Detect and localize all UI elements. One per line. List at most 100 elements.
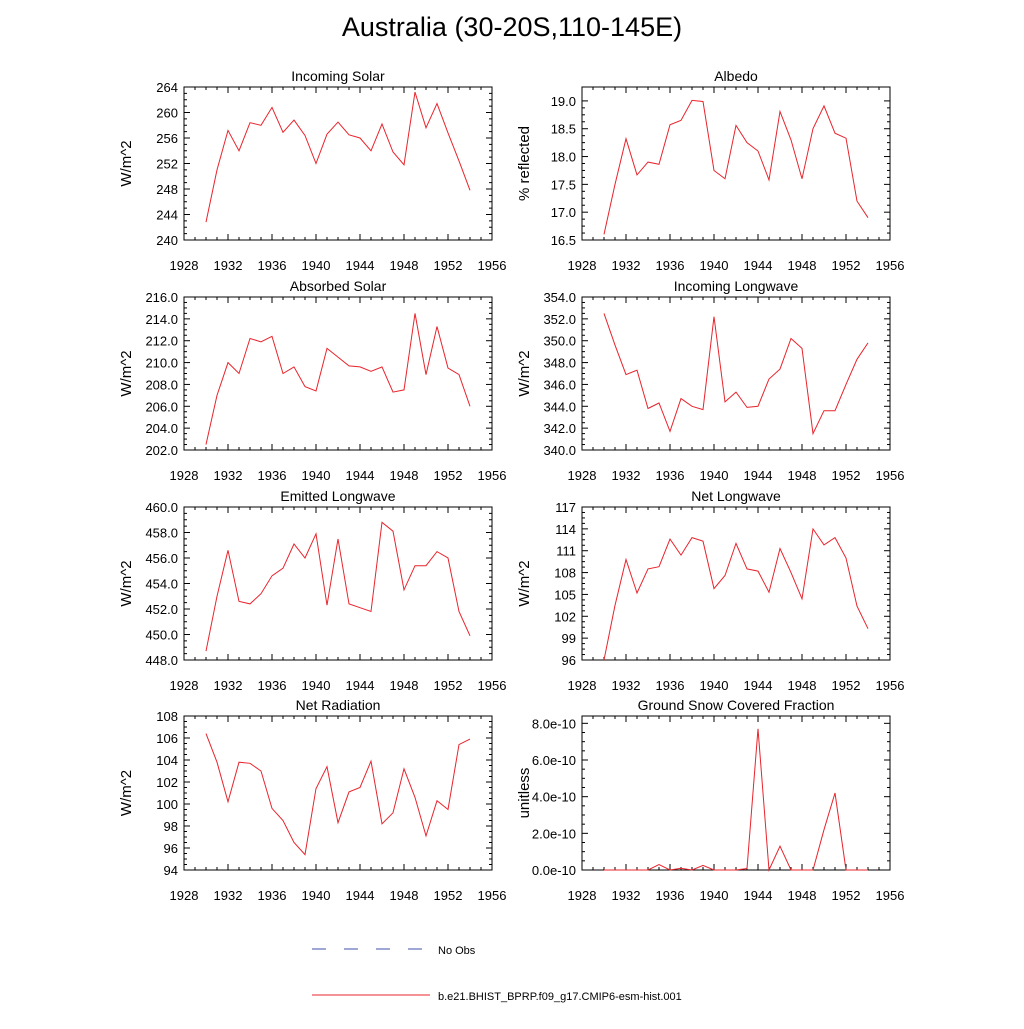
x-tick-label: 1932 bbox=[214, 888, 243, 903]
plot-frame bbox=[183, 506, 493, 661]
y-tick-label: 342.0 bbox=[543, 421, 576, 436]
panel-title: Absorbed Solar bbox=[290, 278, 387, 294]
x-tick-label: 1940 bbox=[700, 258, 729, 273]
y-tick-label: 6.0e-10 bbox=[532, 753, 576, 768]
x-tick-label: 1928 bbox=[568, 888, 597, 903]
y-axis-label: W/m^2 bbox=[118, 560, 135, 606]
x-tick-label: 1940 bbox=[302, 468, 331, 483]
x-tick-label: 1940 bbox=[700, 678, 729, 693]
x-tick-label: 1952 bbox=[832, 258, 861, 273]
y-tick-label: 448.0 bbox=[145, 653, 178, 668]
panel-title: Albedo bbox=[714, 68, 758, 84]
y-tick-label: 452.0 bbox=[145, 602, 178, 617]
x-tick-label: 1928 bbox=[568, 678, 597, 693]
panel-net-radiation: Net Radiation W/m^2 1928 1932 1936 1940 1944 19… bbox=[118, 697, 506, 903]
x-tick-label: 1936 bbox=[656, 258, 685, 273]
x-tick-label: 1952 bbox=[434, 678, 463, 693]
y-tick-label: 244 bbox=[156, 208, 178, 223]
x-tick-label: 1948 bbox=[788, 888, 817, 903]
y-tick-label: 117 bbox=[555, 500, 576, 515]
x-tick-label: 1944 bbox=[346, 468, 375, 483]
y-tick-label: 346.0 bbox=[543, 377, 576, 392]
y-tick-label: 100 bbox=[156, 797, 178, 812]
x-tick-label: 1944 bbox=[744, 888, 773, 903]
x-tick-label: 1948 bbox=[390, 888, 419, 903]
x-tick-label: 1944 bbox=[744, 678, 773, 693]
y-axis-label: W/m^2 bbox=[516, 560, 533, 606]
x-tick-label: 1932 bbox=[214, 678, 243, 693]
y-axis-label: % reflected bbox=[516, 126, 533, 201]
x-tick-label: 1956 bbox=[876, 888, 905, 903]
y-tick-label: 460.0 bbox=[145, 500, 178, 515]
legend-label: b.e21.BHIST_BPRP.f09_g17.CMIP6-esm-hist.… bbox=[438, 991, 682, 1003]
x-tick-label: 1944 bbox=[346, 888, 375, 903]
y-axis-label: W/m^2 bbox=[118, 350, 135, 396]
plot-frame bbox=[183, 86, 493, 241]
x-tick-label: 1940 bbox=[302, 888, 331, 903]
y-axis-label: W/m^2 bbox=[516, 350, 533, 396]
series-line bbox=[205, 313, 471, 445]
y-axis-label: unitless bbox=[516, 768, 533, 819]
x-tick-label: 1956 bbox=[876, 258, 905, 273]
y-tick-label: 102 bbox=[156, 775, 178, 790]
x-tick-label: 1932 bbox=[612, 468, 641, 483]
x-tick-label: 1928 bbox=[170, 888, 199, 903]
x-tick-label: 1956 bbox=[876, 468, 905, 483]
y-tick-label: 454.0 bbox=[145, 577, 178, 592]
panel-title: Net Longwave bbox=[691, 488, 781, 504]
y-tick-label: 344.0 bbox=[543, 399, 576, 414]
x-tick-label: 1928 bbox=[170, 468, 199, 483]
x-tick-label: 1936 bbox=[258, 678, 287, 693]
x-tick-label: 1952 bbox=[434, 888, 463, 903]
y-tick-label: 114 bbox=[555, 522, 576, 537]
plot-frame bbox=[581, 715, 891, 871]
series-line bbox=[603, 99, 869, 235]
y-tick-label: 214.0 bbox=[145, 312, 178, 327]
y-tick-label: 105 bbox=[554, 587, 576, 602]
y-tick-label: 212.0 bbox=[145, 334, 178, 349]
y-tick-label: 18.5 bbox=[551, 122, 576, 137]
x-tick-label: 1956 bbox=[478, 468, 507, 483]
series-line bbox=[604, 728, 868, 872]
y-tick-label: 204.0 bbox=[145, 421, 178, 436]
x-tick-label: 1932 bbox=[612, 258, 641, 273]
x-tick-label: 1956 bbox=[478, 888, 507, 903]
x-tick-label: 1952 bbox=[434, 468, 463, 483]
panel-incoming-solar: Incoming Solar W/m^2 1928 1932 1936 1940 1944 1… bbox=[118, 68, 506, 273]
x-tick-label: 1928 bbox=[568, 468, 597, 483]
plot-frame bbox=[581, 86, 891, 241]
x-tick-label: 1940 bbox=[700, 888, 729, 903]
x-tick-label: 1936 bbox=[656, 678, 685, 693]
x-tick-label: 1944 bbox=[744, 258, 773, 273]
x-tick-label: 1936 bbox=[258, 468, 287, 483]
panel-net-longwave: Net Longwave W/m^2 1928 1932 1936 1940 1944 194… bbox=[516, 488, 904, 693]
y-tick-label: 4.0e-10 bbox=[532, 790, 576, 805]
y-axis-label: W/m^2 bbox=[118, 140, 135, 186]
x-tick-label: 1928 bbox=[170, 258, 199, 273]
y-tick-label: 17.0 bbox=[551, 205, 576, 220]
y-tick-label: 17.5 bbox=[551, 177, 576, 192]
x-tick-label: 1952 bbox=[832, 468, 861, 483]
y-tick-label: 210.0 bbox=[145, 356, 178, 371]
y-tick-label: 108 bbox=[156, 709, 178, 724]
y-tick-label: 248 bbox=[156, 182, 178, 197]
x-tick-label: 1936 bbox=[258, 888, 287, 903]
x-tick-label: 1936 bbox=[656, 888, 685, 903]
x-tick-label: 1940 bbox=[302, 258, 331, 273]
x-tick-label: 1936 bbox=[258, 258, 287, 273]
x-tick-label: 1928 bbox=[568, 258, 597, 273]
panel-title: Ground Snow Covered Fraction bbox=[638, 697, 835, 713]
x-tick-label: 1940 bbox=[302, 678, 331, 693]
panel-ground-snow-covered-fraction: Ground Snow Covered Fraction unitless 1928… bbox=[516, 697, 904, 903]
y-tick-label: 16.5 bbox=[551, 233, 576, 248]
y-tick-label: 106 bbox=[156, 731, 178, 746]
series-line bbox=[205, 91, 471, 223]
y-axis-label: W/m^2 bbox=[118, 770, 135, 816]
figure-title: Australia (30-20S,110-145E) bbox=[341, 12, 683, 42]
y-tick-label: 0.0e-10 bbox=[532, 863, 576, 878]
legend: No Obs b.e21.BHIST_BPRP.f09_g17.CMIP6-esm… bbox=[312, 945, 682, 1003]
series-line bbox=[205, 521, 471, 652]
plot-frame bbox=[183, 296, 493, 451]
panel-albedo: Albedo % reflected 1928 1932 1936 1940 1944 194… bbox=[516, 68, 904, 273]
